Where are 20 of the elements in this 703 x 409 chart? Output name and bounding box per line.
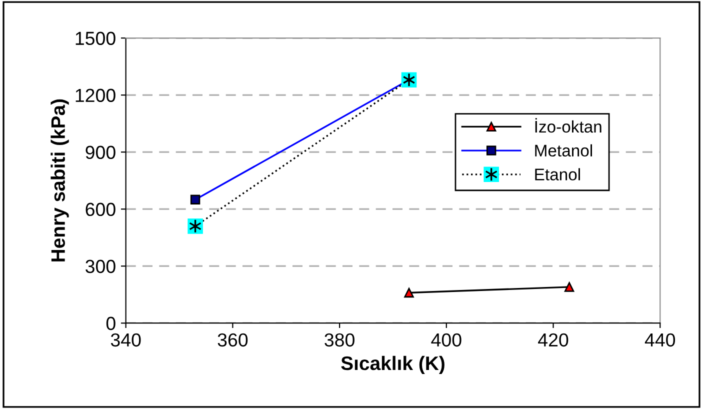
x-tick-label: 400 bbox=[431, 333, 462, 347]
legend-label: Metanol bbox=[535, 144, 592, 157]
y-tick-label: 600 bbox=[86, 202, 116, 216]
point bbox=[404, 288, 414, 298]
x-tick-label: 380 bbox=[324, 333, 354, 347]
y-tick-label: 1500 bbox=[76, 32, 116, 46]
point bbox=[564, 282, 574, 292]
y-axis-title: Henry sabiti (kPa) bbox=[50, 99, 69, 262]
x-tick-label: 360 bbox=[218, 333, 248, 347]
legend-label: İzo-oktan bbox=[535, 118, 602, 133]
x-tick-label: 440 bbox=[644, 333, 676, 347]
y-tick-label: 300 bbox=[86, 260, 116, 274]
legend-label: Etanol bbox=[535, 168, 580, 180]
x-tick-label: 340 bbox=[110, 333, 141, 347]
y-tick-label: 900 bbox=[86, 146, 116, 160]
x-axis-title: Sıcaklık (K) bbox=[341, 356, 444, 374]
y-tick-label: 1200 bbox=[76, 88, 116, 102]
x-tick-label: 420 bbox=[538, 333, 568, 347]
point bbox=[190, 194, 200, 204]
y-tick-label: 0 bbox=[106, 316, 116, 330]
